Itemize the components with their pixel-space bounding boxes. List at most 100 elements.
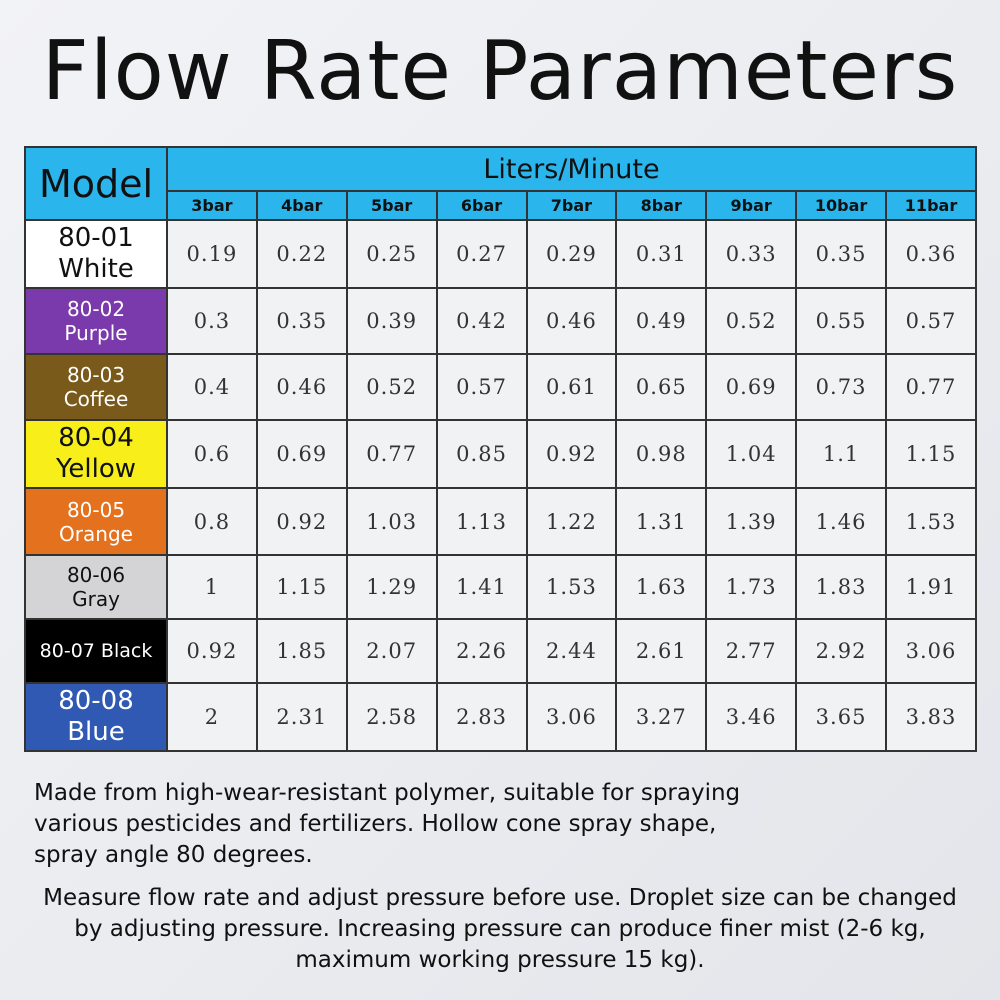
flow-value-cell: 2 [166, 682, 258, 752]
flow-value-cell: 0.57 [435, 353, 528, 421]
flow-value-cell: 1.53 [525, 554, 618, 620]
flow-value-cell: 0.29 [525, 219, 618, 289]
product-description: Made from high-wear-resistant polymer, s… [34, 780, 741, 868]
pressure-header: 8bar [615, 190, 708, 221]
pressure-header: 4bar [255, 190, 348, 221]
pressure-header: 10bar [795, 190, 887, 221]
model-cell: 80-02 Purple [24, 287, 168, 355]
table-body: 80-01 White 0.19 0.22 0.25 0.27 0.29 0.31 0.33 0.… [24, 219, 977, 752]
flow-value-cell: 0.92 [255, 487, 348, 556]
flow-value-cell: 2.07 [345, 618, 438, 684]
flow-value-cell: 0.39 [345, 287, 438, 355]
flow-value-cell: 0.46 [525, 287, 618, 355]
flow-value-cell: 1.1 [795, 419, 887, 489]
table-row: 80-06 Gray 1 1.15 1.29 1.41 1.53 1.63 1.73 1.83 1.… [24, 554, 977, 620]
flow-value-cell: 0.92 [525, 419, 618, 489]
flow-value-cell: 1.83 [795, 554, 887, 620]
flow-value-cell: 3.06 [885, 618, 977, 684]
model-color: White [58, 254, 134, 284]
flow-value-cell: 1.91 [885, 554, 977, 620]
flow-value-cell: 1.41 [435, 554, 528, 620]
table-row: 80-08 Blue 2 2.31 2.58 2.83 3.06 3.27 3.46 3.65 3.… [24, 682, 977, 752]
flow-value-cell: 1.13 [435, 487, 528, 556]
table-row: 80-02 Purple 0.3 0.35 0.39 0.42 0.46 0.49 0.52 0.… [24, 287, 977, 355]
flow-value-cell: 2.58 [345, 682, 438, 752]
model-color: Orange [59, 521, 133, 546]
model-cell: 80-05 Orange [24, 487, 168, 556]
pressure-header: 6bar [435, 190, 528, 221]
flow-value-cell: 1.53 [885, 487, 977, 556]
flow-value-cell: 2.92 [795, 618, 887, 684]
flow-value-cell: 0.3 [166, 287, 258, 355]
flow-value-cell: 2.31 [255, 682, 348, 752]
flow-value-cell: 2.77 [705, 618, 798, 684]
flow-value-cell: 1.04 [705, 419, 798, 489]
model-number: 80-06 [66, 563, 126, 587]
flow-value-cell: 0.92 [166, 618, 258, 684]
flow-value-cell: 0.4 [166, 353, 258, 421]
model-number: 80-05 [66, 497, 126, 522]
model-cell: 80-08 Blue [24, 682, 168, 752]
flow-value-cell: 0.77 [345, 419, 438, 489]
model-cell: 80-06 Gray [24, 554, 168, 620]
model-number: 80-08 [58, 685, 134, 716]
flow-value-cell: 1.29 [345, 554, 438, 620]
flow-value-cell: 0.35 [795, 219, 887, 289]
table-row: 80-04 Yellow 0.6 0.69 0.77 0.85 0.92 0.98 1.04 1.… [24, 419, 977, 489]
flow-value-cell: 0.35 [255, 287, 348, 355]
flow-value-cell: 1.63 [615, 554, 708, 620]
flow-value-cell: 0.77 [885, 353, 977, 421]
flow-value-cell: 0.85 [435, 419, 528, 489]
flow-value-cell: 3.06 [525, 682, 618, 752]
flow-value-cell: 0.55 [795, 287, 887, 355]
flow-value-cell: 1.73 [705, 554, 798, 620]
flow-value-cell: 1.39 [705, 487, 798, 556]
model-color: Yellow [55, 454, 137, 484]
pressure-header: 9bar [705, 190, 798, 221]
flow-value-cell: 0.33 [705, 219, 798, 289]
flow-value-cell: 2.44 [525, 618, 618, 684]
flow-value-cell: 0.49 [615, 287, 708, 355]
flow-value-cell: 1 [166, 554, 258, 620]
flow-value-cell: 0.69 [705, 353, 798, 421]
flow-value-cell: 1.15 [885, 419, 977, 489]
flow-value-cell: 0.46 [255, 353, 348, 421]
model-number: 80-02 [66, 297, 126, 321]
flow-value-cell: 0.27 [435, 219, 528, 289]
table-row: 80-01 White 0.19 0.22 0.25 0.27 0.29 0.31 0.33 0.… [24, 219, 977, 289]
model-number: 80-07 Black [39, 639, 153, 662]
pressure-header: 3bar [166, 190, 258, 221]
flow-value-cell: 1.85 [255, 618, 348, 684]
flow-value-cell: 2.83 [435, 682, 528, 752]
flow-value-cell: 1.46 [795, 487, 887, 556]
flow-rate-table: Model Liters/Minute 3bar 4bar 5bar 6bar 7bar… [24, 146, 977, 752]
model-cell: 80-01 White [24, 219, 168, 289]
model-column-header: Model [24, 146, 168, 221]
model-color: Blue [67, 717, 125, 747]
flow-value-cell: 0.22 [255, 219, 348, 289]
flow-value-cell: 0.61 [525, 353, 618, 421]
model-cell: 80-03 Coffee [24, 353, 168, 421]
flow-value-cell: 0.57 [885, 287, 977, 355]
model-color: Gray [72, 587, 120, 611]
flow-value-cell: 3.46 [705, 682, 798, 752]
model-number: 80-01 [58, 222, 134, 253]
unit-header: Liters/Minute [166, 146, 977, 192]
flow-value-cell: 0.73 [795, 353, 887, 421]
pressure-header-row: 3bar 4bar 5bar 6bar 7bar 8bar 9bar 10bar 11bar [25, 190, 977, 221]
flow-value-cell: 0.52 [705, 287, 798, 355]
page-title: Flow Rate Parameters [41, 24, 959, 119]
model-color: Coffee [63, 387, 129, 411]
pressure-header: 5bar [345, 190, 438, 221]
flow-value-cell: 2.26 [435, 618, 528, 684]
model-cell: 80-07 Black [24, 618, 168, 684]
flow-value-cell: 3.27 [615, 682, 708, 752]
flow-value-cell: 0.42 [435, 287, 528, 355]
flow-value-cell: 0.19 [166, 219, 258, 289]
pressure-header: 11bar [885, 190, 977, 221]
flow-value-cell: 1.31 [615, 487, 708, 556]
pressure-header: 7bar [525, 190, 618, 221]
flow-value-cell: 0.52 [345, 353, 438, 421]
model-color: Purple [64, 321, 128, 345]
flow-value-cell: 0.36 [885, 219, 977, 289]
